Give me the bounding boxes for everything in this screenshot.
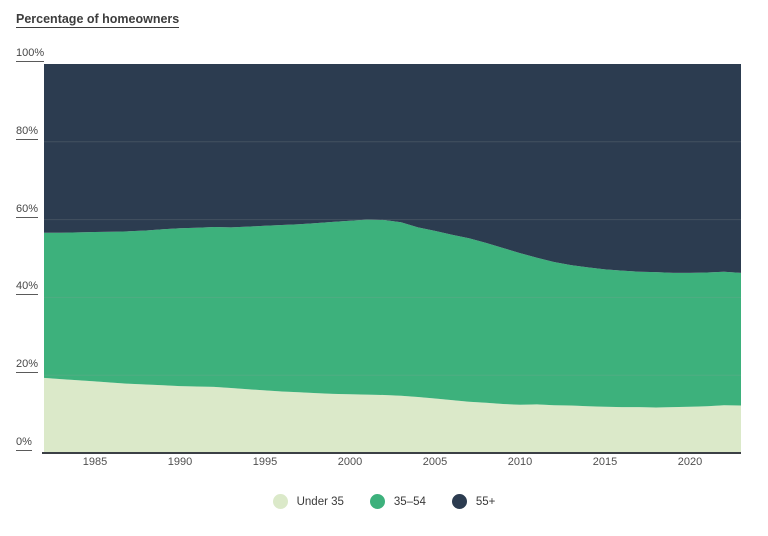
legend-label: Under 35	[296, 495, 344, 508]
x-axis-label-2000: 2000	[337, 456, 363, 468]
x-axis-label-1985: 1985	[82, 456, 108, 468]
y-axis-label-40: 40%	[16, 280, 39, 296]
x-axis-label-2015: 2015	[592, 456, 618, 468]
legend-swatch-circle	[369, 494, 385, 509]
legend-item-55[interactable]: 55+	[451, 494, 496, 509]
x-axis-label-2005: 2005	[422, 456, 448, 468]
area-band-55	[44, 64, 741, 273]
x-axis-line	[42, 452, 741, 454]
area-band-35-54	[44, 219, 741, 408]
y-axis-label-20: 20%	[16, 358, 39, 374]
x-axis-label-1990: 1990	[167, 456, 193, 468]
legend: Under 35 35–54 55+	[0, 494, 768, 509]
chart-title: Percentage of homeowners	[16, 12, 180, 28]
x-axis-label-1995: 1995	[252, 456, 278, 468]
area-band-under-35	[44, 377, 741, 453]
y-axis-label-100: 100%	[16, 47, 45, 62]
y-axis-label-0: 0%	[16, 436, 32, 451]
y-axis-label-60: 60%	[16, 203, 39, 218]
legend-item-under-35[interactable]: Under 35	[272, 494, 344, 509]
y-axis-label-80: 80%	[16, 125, 39, 140]
legend-swatch-circle	[451, 494, 467, 509]
x-axis-label-2010: 2010	[507, 456, 533, 468]
legend-label: 55+	[475, 495, 496, 508]
x-axis-label-2020: 2020	[677, 456, 703, 468]
legend-swatch-circle	[272, 494, 288, 509]
legend-label: 35–54	[393, 495, 426, 508]
legend-item-35-54[interactable]: 35–54	[369, 494, 426, 509]
